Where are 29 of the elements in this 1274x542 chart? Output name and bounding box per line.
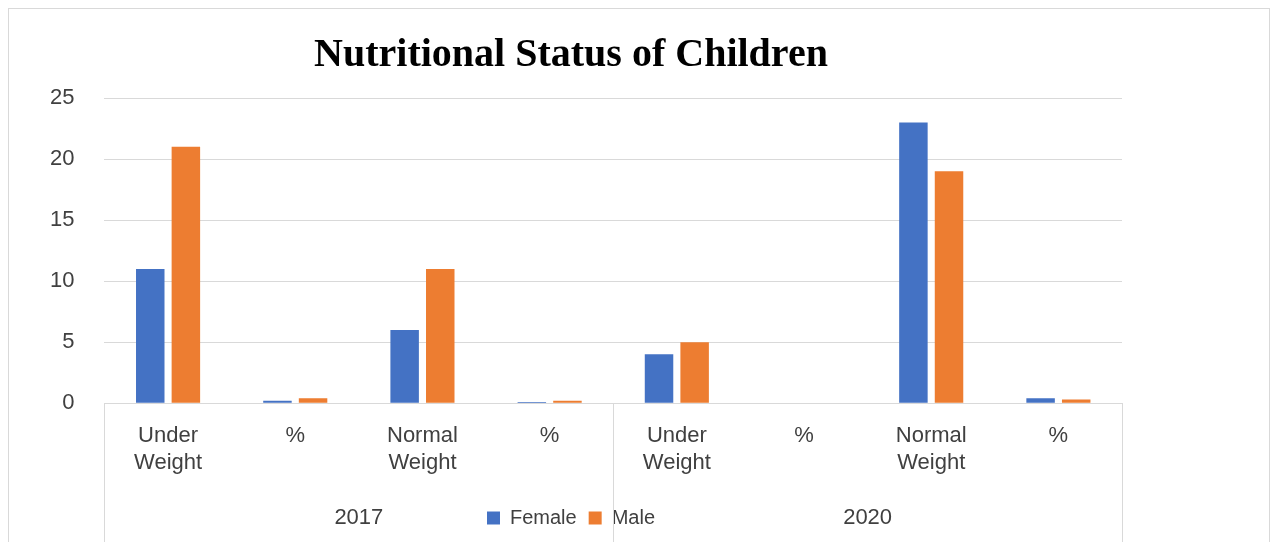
bar	[1026, 398, 1055, 403]
x-tick-label: Normal Weight	[387, 422, 458, 474]
bar	[644, 354, 674, 403]
bar	[390, 329, 419, 403]
text: 2017	[334, 504, 384, 530]
bar	[136, 268, 165, 403]
y-tick-label: 25	[49, 84, 75, 110]
legend-label: Female	[509, 505, 577, 528]
bar	[680, 342, 709, 403]
bar	[171, 146, 201, 403]
x-tick-label: Under Weight	[134, 422, 203, 474]
y-tick-label: 15	[49, 206, 75, 232]
x-tick-label: %	[285, 422, 306, 448]
x-tick-label: Under Weight	[642, 422, 711, 474]
bar	[934, 171, 964, 403]
x-tick-label: Normal Weight	[895, 422, 967, 474]
text: 2020	[843, 504, 893, 530]
chart-title: Nutritional Status of Children	[314, 30, 828, 76]
y-tick-label: 20	[49, 145, 75, 171]
x-tick-label: %	[1048, 422, 1069, 448]
bar	[426, 268, 455, 403]
bar	[1061, 399, 1091, 403]
y-tick-label: 10	[49, 267, 75, 293]
bar	[298, 398, 328, 403]
x-tick-label: %	[539, 422, 560, 448]
x-tick-label: %	[794, 422, 814, 448]
bar	[899, 122, 928, 403]
y-tick-label: 5	[62, 328, 75, 354]
y-tick-label: 0	[62, 389, 75, 415]
